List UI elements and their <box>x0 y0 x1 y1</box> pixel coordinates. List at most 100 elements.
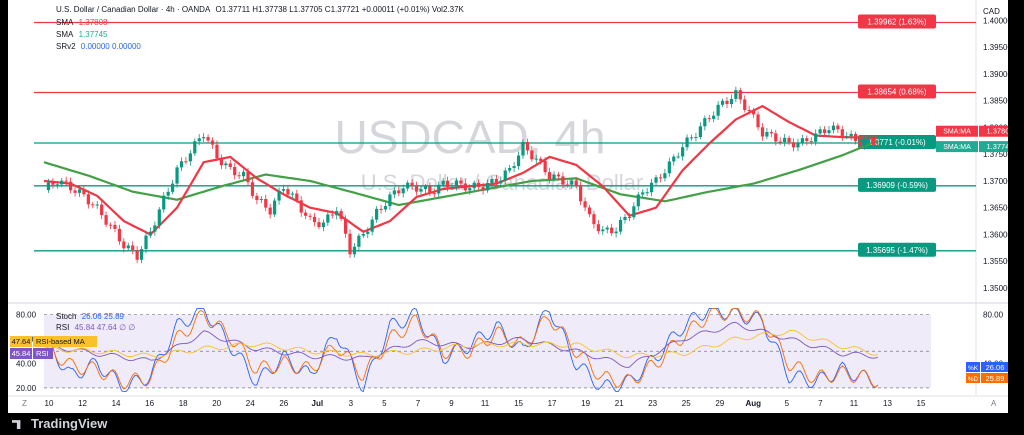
time-tick-label: 10 <box>45 399 54 408</box>
candle-body <box>490 178 494 184</box>
candle-body <box>663 173 667 179</box>
candle-body <box>148 231 153 236</box>
chart-panel[interactable]: USDCAD, 4h U.S. Dollar / Canadian Dollar 1… <box>8 0 1008 413</box>
candle-body <box>649 182 654 193</box>
level-label-box <box>858 177 936 192</box>
candle-body <box>166 191 170 196</box>
candle-body <box>379 208 383 210</box>
time-tick-label: 14 <box>112 399 121 408</box>
candle-body <box>658 177 663 179</box>
candle-body <box>867 138 871 141</box>
candle-body <box>525 141 530 151</box>
candle-body <box>423 186 428 190</box>
candle-body <box>632 206 636 218</box>
candle-body <box>392 190 396 195</box>
candle-body <box>814 133 818 142</box>
candle-body <box>583 201 587 208</box>
tradingview-logo-icon <box>12 420 21 430</box>
right-tag-name: %K <box>968 365 979 372</box>
level-label: 1.36909 (-0.59%) <box>866 181 928 190</box>
candle-body <box>295 193 299 201</box>
candle-body <box>210 140 215 145</box>
candle-body <box>787 137 791 143</box>
candle-body <box>69 181 73 191</box>
candle-body <box>122 241 126 249</box>
candle-body <box>747 109 751 111</box>
srv-legend[interactable]: SRv2 0.00000 0.00000 <box>56 42 144 51</box>
left-tag-value-box <box>10 336 32 347</box>
level-label: 1.38654 (0.68%) <box>867 87 926 96</box>
candle-body <box>796 142 800 148</box>
candle-body <box>477 182 481 188</box>
candle-body <box>854 133 858 142</box>
candle-body <box>317 222 321 228</box>
candle-body <box>614 231 618 234</box>
price-tick-label: 1.37500 <box>983 150 1008 159</box>
candle-body <box>521 141 525 156</box>
candle-body <box>800 138 804 143</box>
sma2-legend[interactable]: SMA 1.37745 <box>56 30 111 39</box>
time-tick-label: 16 <box>145 399 154 408</box>
sma1-legend[interactable]: SMA 1.37808 <box>56 18 111 27</box>
candle-body <box>264 198 268 208</box>
price-tick-label: 1.39500 <box>983 43 1008 52</box>
candle-body <box>228 163 232 168</box>
price-tag-name-box <box>936 141 978 153</box>
time-tick-label: 15 <box>917 399 926 408</box>
price-tick-label: 1.40000 <box>983 16 1008 25</box>
time-tick-label: 9 <box>449 399 454 408</box>
candle-body <box>601 229 605 232</box>
instrument-title[interactable]: U.S. Dollar / Canadian Dollar · 4h · OAN… <box>56 5 211 14</box>
candle-body <box>157 209 161 226</box>
candle-body <box>126 245 130 249</box>
candle-body <box>862 140 867 146</box>
candle-body <box>547 172 552 180</box>
candle-body <box>716 104 720 116</box>
time-tick-label: 23 <box>648 399 657 408</box>
price-tick-label: 1.35000 <box>983 284 1008 293</box>
candle-body <box>605 227 609 230</box>
candle-body <box>579 185 583 202</box>
candle-body <box>845 136 849 138</box>
candle-body <box>760 127 765 137</box>
candle-body <box>512 166 516 168</box>
candle-body <box>729 98 734 105</box>
candle-body <box>131 245 135 251</box>
candle-body <box>667 161 671 174</box>
candle-body <box>339 211 343 219</box>
level-label: 1.39962 (1.63%) <box>867 17 926 26</box>
currency-label: CAD <box>983 7 1000 16</box>
candle-body <box>472 182 476 189</box>
candle-body <box>175 167 179 184</box>
oscillator-line--d <box>43 307 879 390</box>
candle-body <box>450 186 454 188</box>
ohlc-values: O1.37711 H1.37738 L1.37705 C1.37721 +0.0… <box>215 5 464 14</box>
candle-body <box>414 185 419 192</box>
oscillator-line-rsi <box>43 321 878 368</box>
candle-body <box>286 189 290 195</box>
price-tag-value: 1.37808 <box>986 127 1008 136</box>
tradingview-footer[interactable]: TradingView <box>12 416 107 431</box>
chart-svg[interactable]: USDCAD, 4hU.S. Dollar / Canadian Dollar1… <box>8 0 1008 413</box>
candle-body <box>503 170 507 181</box>
candle-body <box>162 195 166 210</box>
candle-body <box>543 160 547 173</box>
price-tag-value: 1.37745 <box>986 142 1008 151</box>
right-tag-name-box <box>966 362 980 372</box>
candle-body <box>304 212 308 216</box>
candle-body <box>610 227 614 234</box>
candle-body <box>485 183 490 191</box>
candle-body <box>55 184 59 186</box>
candle-body <box>233 167 237 176</box>
price-tag-value-box <box>979 125 1008 137</box>
timezone-corner: Z <box>22 399 27 408</box>
candle-body <box>259 198 263 201</box>
candle-body <box>153 225 157 232</box>
candle-body <box>375 208 379 220</box>
stoch-legend[interactable]: Stoch 26.06 25.89 <box>56 312 127 321</box>
candle-body <box>765 132 769 137</box>
left-tag-name: RSI <box>36 349 49 358</box>
sma1-label: SMA <box>56 18 74 27</box>
rsi-legend[interactable]: RSI 45.84 47.64 ∅ ∅ <box>56 323 138 332</box>
time-tick-label: 12 <box>78 399 87 408</box>
